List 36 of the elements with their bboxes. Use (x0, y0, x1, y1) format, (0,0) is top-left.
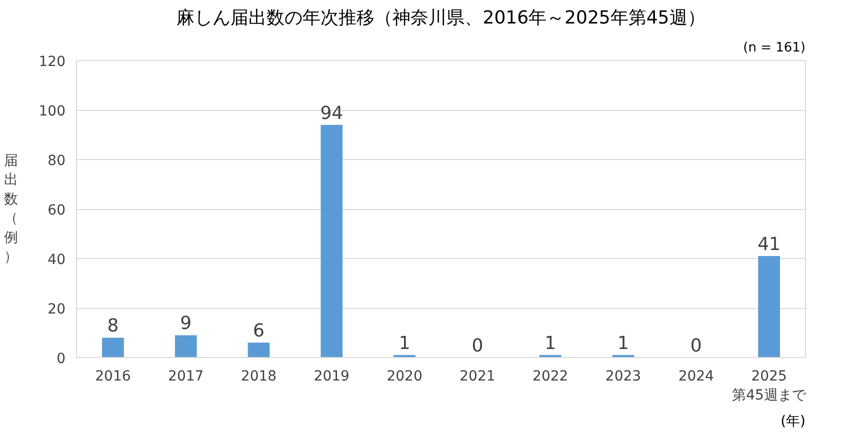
y-tick-label: 20 (48, 302, 66, 318)
x-tick-label: 2022 (532, 368, 568, 384)
data-label: 9 (180, 313, 192, 334)
y-tick-label: 80 (48, 153, 66, 169)
bar (758, 256, 780, 358)
bar (320, 124, 343, 358)
data-label: 94 (320, 102, 344, 124)
x-tick-label: 2019 (314, 368, 350, 384)
x-tick-label: 2024 (678, 368, 714, 384)
x-tick-label: 2020 (386, 368, 422, 384)
y-tick-label: 60 (48, 202, 66, 218)
chart-title: 麻しん届出数の年次推移（神奈川県、2016年～2025年第45週） (176, 8, 706, 28)
bar (174, 335, 197, 358)
y-axis-title: 届出数（例） (4, 153, 18, 265)
x-tick-label: 2023 (605, 368, 642, 384)
chart-subtitle: (n = 161) (743, 40, 806, 56)
y-tick-label: 120 (38, 54, 66, 70)
x-tick-label: 2025 第45週まで (732, 368, 807, 404)
bar (102, 338, 124, 358)
data-label: 41 (758, 234, 781, 256)
data-label: 0 (472, 336, 484, 356)
y-tick-label: 40 (48, 252, 66, 268)
y-tick-label: 100 (38, 104, 66, 120)
x-tick-label: 2021 (460, 368, 496, 384)
data-label: 8 (107, 316, 119, 337)
data-label: 1 (618, 333, 629, 354)
data-label: 0 (690, 336, 702, 356)
x-axis-title: (年) (780, 414, 806, 430)
bar (248, 342, 270, 358)
x-tick-label: 2017 (168, 368, 204, 384)
data-label: 6 (253, 320, 264, 342)
data-label: 1 (398, 333, 410, 354)
y-tick-label: 0 (56, 351, 66, 367)
x-tick-label: 2018 (240, 368, 277, 384)
data-label: 1 (544, 333, 556, 354)
x-tick-label: 2016 (95, 368, 131, 384)
